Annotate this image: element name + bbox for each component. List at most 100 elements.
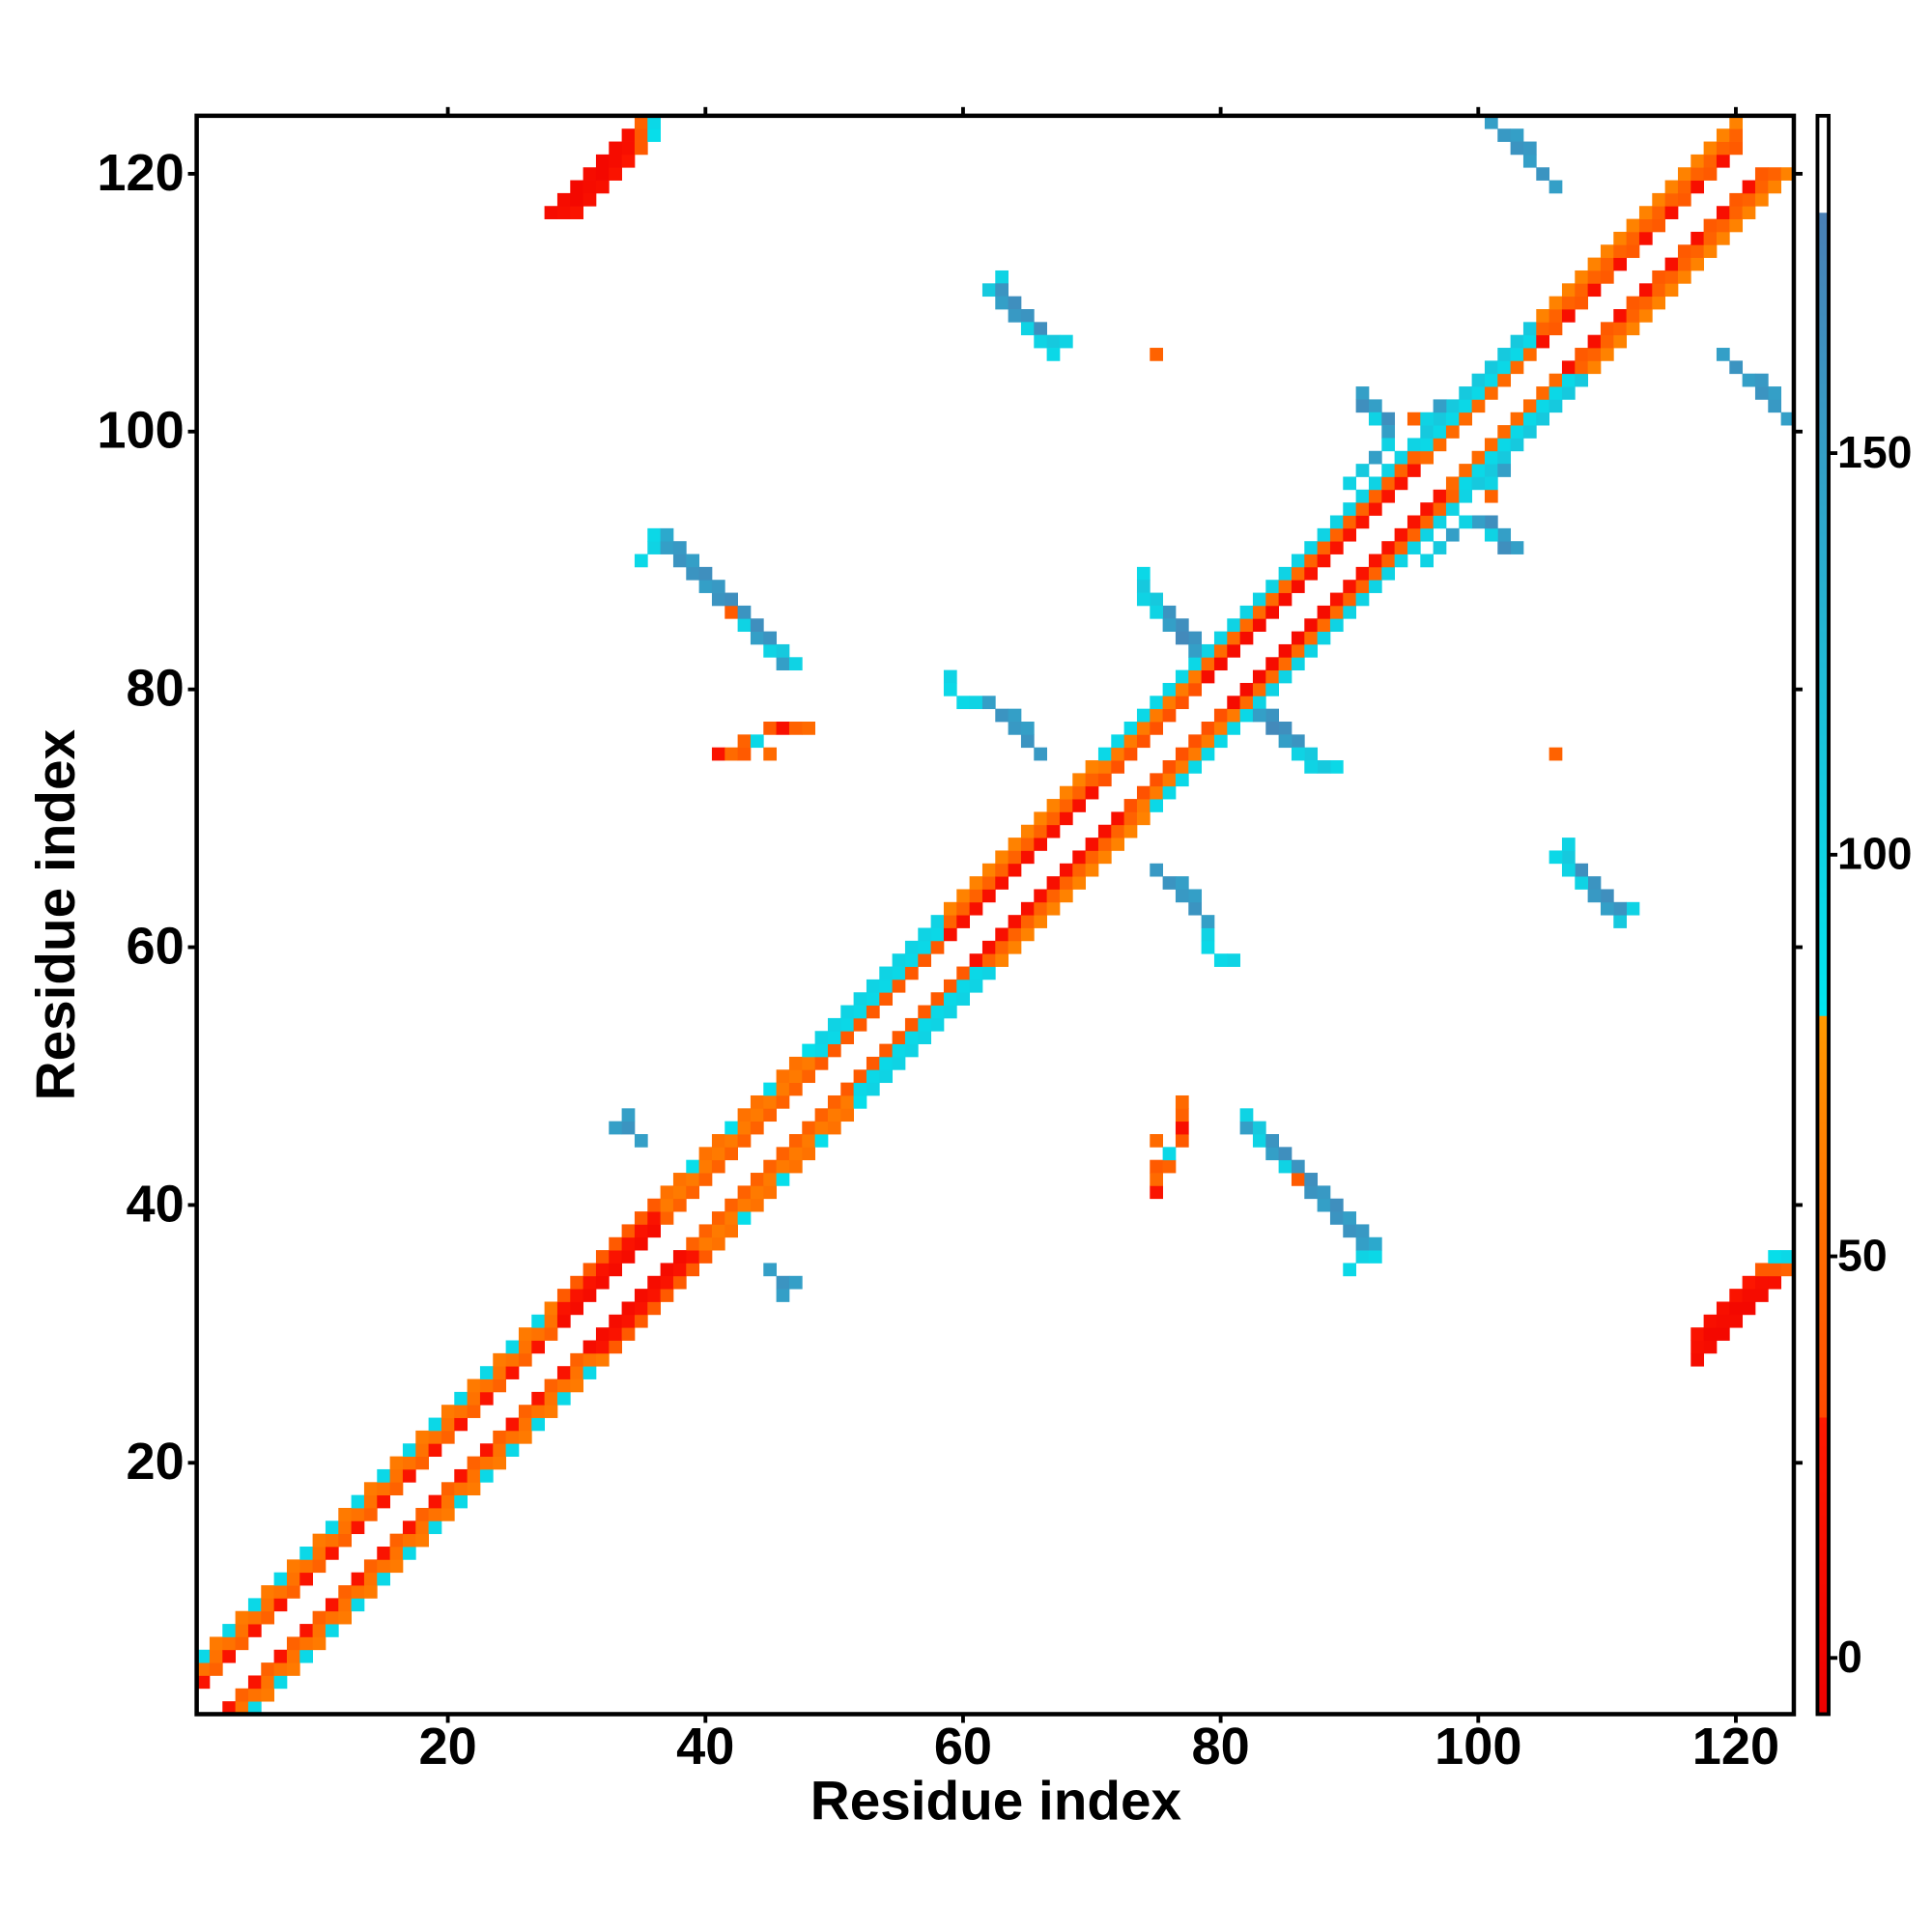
cell-mirror (1381, 566, 1396, 581)
cell-mirror (956, 966, 971, 980)
cell (1008, 722, 1022, 735)
cell-mirror (1265, 669, 1280, 684)
cell-mirror (1317, 1185, 1331, 1200)
cell-mirror (1123, 824, 1138, 838)
cell (1575, 283, 1589, 298)
cell (1008, 838, 1022, 851)
cell (467, 1378, 481, 1393)
cell (1265, 580, 1280, 593)
cell (595, 1275, 610, 1290)
cell (531, 1340, 545, 1354)
cell (660, 1198, 674, 1212)
cell-mirror (351, 1572, 365, 1586)
cell (1433, 412, 1447, 426)
cell-mirror (763, 1263, 778, 1277)
cell (1716, 154, 1730, 168)
cell-mirror (802, 1147, 816, 1161)
cell (1085, 785, 1099, 800)
cell-mirror (1459, 489, 1473, 503)
cell-mirror (556, 1391, 571, 1406)
cell (1304, 566, 1319, 581)
cell-mirror (428, 1494, 442, 1509)
cell-mirror (1754, 1275, 1769, 1290)
cell-mirror (827, 1094, 841, 1109)
cell-mirror (609, 1340, 622, 1354)
cell-mirror (1355, 566, 1370, 581)
cell-mirror (1291, 643, 1305, 658)
cell-mirror (1150, 1173, 1164, 1186)
cell (377, 1494, 390, 1509)
cell (1626, 218, 1640, 233)
cell-mirror (672, 1263, 687, 1277)
cell-mirror (1175, 747, 1189, 761)
cell (943, 669, 957, 684)
cell-mirror (1123, 811, 1138, 826)
cell (261, 1598, 274, 1612)
cell-mirror (1136, 799, 1151, 812)
cell-mirror (1252, 1121, 1266, 1135)
cell-mirror (943, 992, 957, 1006)
cell (1445, 412, 1460, 426)
cell (1329, 541, 1344, 554)
cell-mirror (1252, 1134, 1266, 1148)
cell (1406, 412, 1421, 426)
cell-mirror (918, 1031, 932, 1044)
cell-mirror (247, 1688, 262, 1702)
cell (1729, 115, 1744, 129)
cell-mirror (943, 979, 957, 993)
cell-mirror (1239, 1121, 1254, 1135)
cell-mirror (1703, 1327, 1718, 1341)
cell-mirror (325, 1610, 339, 1625)
cell (595, 1263, 610, 1277)
cell-mirror (1304, 747, 1319, 761)
cell (634, 1224, 648, 1238)
cell-mirror (312, 1624, 327, 1637)
cell (582, 1275, 597, 1290)
cell-mirror (1381, 541, 1396, 554)
cell (788, 1069, 803, 1084)
cell-mirror (1085, 838, 1099, 851)
cell-mirror (1742, 180, 1756, 194)
cell-mirror (802, 1134, 816, 1148)
cell-mirror (261, 1675, 274, 1690)
cell (1600, 257, 1614, 271)
cell (737, 605, 752, 619)
cell (273, 1572, 288, 1586)
cell-mirror (1188, 747, 1203, 761)
cell-mirror (711, 1236, 725, 1251)
cell (904, 940, 919, 954)
cell-mirror (389, 1547, 404, 1560)
cell-mirror (1175, 1121, 1189, 1135)
cell (235, 1624, 249, 1637)
cell (1355, 502, 1370, 516)
cell-mirror (866, 1069, 880, 1084)
cell-mirror (1768, 180, 1782, 194)
cell (1587, 270, 1602, 284)
cell (609, 1236, 622, 1251)
cell (1536, 309, 1550, 323)
cell-mirror (1201, 915, 1215, 928)
cell-mirror (1754, 386, 1769, 400)
cell (261, 1610, 274, 1625)
cell-mirror (1536, 386, 1550, 400)
cell (1175, 669, 1189, 684)
cell (1097, 773, 1112, 787)
cell-mirror (1780, 412, 1795, 426)
cell (840, 1031, 855, 1044)
cell (1136, 734, 1151, 749)
cell-mirror (1394, 554, 1408, 568)
cell-mirror (1291, 734, 1305, 749)
cell-mirror (1459, 476, 1473, 491)
cell (1343, 502, 1357, 516)
cell (389, 1456, 404, 1470)
cell-mirror (1150, 785, 1164, 800)
cell-mirror (750, 1185, 764, 1200)
cell-mirror (1561, 373, 1576, 387)
cell (595, 154, 610, 168)
x-tick-label: 120 (1692, 1718, 1779, 1776)
cell-mirror (1020, 915, 1035, 928)
cell-mirror (686, 1263, 700, 1277)
cell (1459, 386, 1473, 400)
cell (866, 979, 880, 993)
cell (981, 876, 996, 890)
